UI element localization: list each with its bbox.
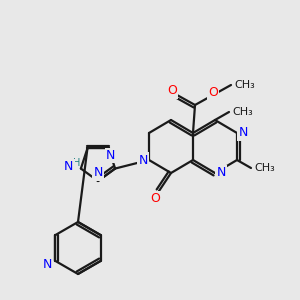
Text: N: N [64, 160, 74, 173]
Text: H: H [73, 158, 81, 168]
Text: CH₃: CH₃ [232, 107, 253, 117]
Text: O: O [167, 85, 177, 98]
Text: O: O [150, 193, 160, 206]
Text: O: O [208, 86, 218, 100]
Text: N: N [238, 127, 248, 140]
Text: N: N [93, 167, 103, 179]
Text: N: N [216, 167, 226, 179]
Text: N: N [43, 259, 52, 272]
Text: N: N [106, 149, 115, 162]
Text: CH₃: CH₃ [254, 163, 275, 173]
Text: N: N [138, 154, 148, 166]
Text: CH₃: CH₃ [234, 80, 255, 90]
